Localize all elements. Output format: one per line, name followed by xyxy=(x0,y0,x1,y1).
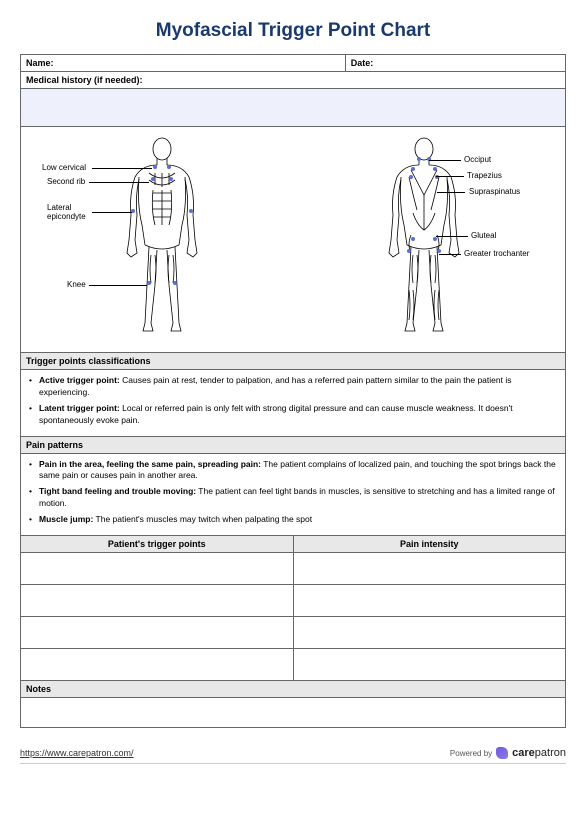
body-diagram-area: Low cervical Second rib Lateral epicondy… xyxy=(20,127,566,353)
back-body-figure: Occiput Trapezius Supraspinatus Gluteal … xyxy=(299,135,549,345)
label-second-rib: Second rib xyxy=(47,177,85,186)
label-lateral-epicondyte: Lateral epicondyte xyxy=(47,203,86,221)
patterns-header: Pain patterns xyxy=(20,437,566,454)
pattern-item: Tight band feeling and trouble moving: T… xyxy=(29,486,557,510)
classification-item: Latent trigger point: Local or referred … xyxy=(29,403,557,427)
footer-url[interactable]: https://www.carepatron.com/ xyxy=(20,748,134,758)
footer-brand: Powered by carepatron xyxy=(450,747,566,759)
label-trapezius: Trapezius xyxy=(467,171,502,180)
table-cell[interactable] xyxy=(294,585,566,617)
label-knee: Knee xyxy=(67,280,86,289)
notes-header: Notes xyxy=(20,681,566,698)
name-field-label: Name: xyxy=(20,54,345,72)
notes-input-area[interactable] xyxy=(20,698,566,728)
history-label: Medical history (if needed): xyxy=(20,72,566,89)
table-header-trigger-points: Patient's trigger points xyxy=(21,536,294,553)
classification-item: Active trigger point: Causes pain at res… xyxy=(29,375,557,399)
date-field-label: Date: xyxy=(345,54,566,72)
patterns-body: Pain in the area, feeling the same pain,… xyxy=(20,454,566,536)
table-cell[interactable] xyxy=(21,585,294,617)
pattern-item: Pain in the area, feeling the same pain,… xyxy=(29,459,557,483)
back-body-svg xyxy=(369,135,479,335)
table-cell[interactable] xyxy=(21,649,294,681)
pattern-item: Muscle jump: The patient's muscles may t… xyxy=(29,514,557,526)
label-low-cervical: Low cervical xyxy=(42,163,86,172)
classifications-header: Trigger points classifications xyxy=(20,353,566,370)
page-title: Myofascial Trigger Point Chart xyxy=(20,20,566,42)
label-supraspinatus: Supraspinatus xyxy=(469,187,520,196)
front-body-figure: Low cervical Second rib Lateral epicondy… xyxy=(37,135,287,345)
history-input-area[interactable] xyxy=(20,89,566,127)
table-cell[interactable] xyxy=(294,649,566,681)
label-greater-trochanter: Greater trochanter xyxy=(464,249,529,258)
table-cell[interactable] xyxy=(294,617,566,649)
table-cell[interactable] xyxy=(21,617,294,649)
table-cell[interactable] xyxy=(21,553,294,585)
label-occiput: Occiput xyxy=(464,155,491,164)
front-body-svg xyxy=(107,135,217,335)
label-gluteal: Gluteal xyxy=(471,231,496,240)
classifications-body: Active trigger point: Causes pain at res… xyxy=(20,370,566,437)
table-header-pain-intensity: Pain intensity xyxy=(294,536,566,553)
table-cell[interactable] xyxy=(294,553,566,585)
footer: https://www.carepatron.com/ Powered by c… xyxy=(20,743,566,764)
brand-logo-icon xyxy=(496,747,508,759)
